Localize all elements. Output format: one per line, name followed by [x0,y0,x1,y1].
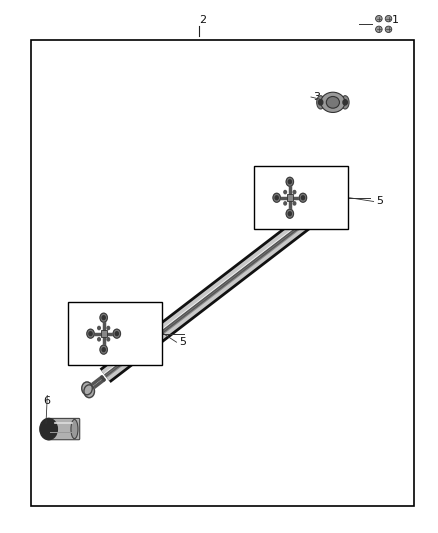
Bar [31,40,414,506]
Ellipse shape [375,26,382,33]
Circle shape [40,418,57,440]
Circle shape [115,332,118,336]
Circle shape [98,338,100,341]
Circle shape [286,209,293,218]
Circle shape [102,348,105,352]
Text: 6: 6 [43,396,50,406]
Bar [68,302,162,365]
Circle shape [107,338,110,341]
Ellipse shape [341,95,349,109]
Ellipse shape [317,95,325,109]
Circle shape [107,326,110,329]
Circle shape [87,329,94,338]
Text: 5: 5 [376,197,383,206]
Bar [101,330,106,337]
Circle shape [284,190,286,193]
Circle shape [273,193,280,202]
Text: 1: 1 [392,15,399,25]
Circle shape [275,196,278,200]
Circle shape [113,329,120,338]
Circle shape [100,345,107,354]
Circle shape [89,332,92,336]
Ellipse shape [71,419,78,439]
Circle shape [284,202,286,205]
Circle shape [286,177,293,186]
Ellipse shape [326,96,339,108]
Circle shape [82,382,92,395]
Bar [254,166,348,229]
Text: 5: 5 [179,337,186,347]
Text: 4: 4 [145,325,151,334]
Ellipse shape [385,26,392,33]
FancyBboxPatch shape [47,418,80,440]
Ellipse shape [375,15,382,22]
Circle shape [319,201,330,214]
Circle shape [301,196,304,200]
Circle shape [317,198,328,211]
Ellipse shape [385,15,392,22]
Circle shape [100,313,107,322]
Bar [287,194,293,201]
Circle shape [299,193,307,202]
Circle shape [98,326,100,329]
Text: 4: 4 [331,183,337,192]
Circle shape [293,202,296,205]
Text: 2: 2 [199,15,206,25]
Circle shape [293,190,296,193]
Circle shape [84,385,95,398]
Ellipse shape [321,92,345,112]
Circle shape [318,100,323,105]
Circle shape [288,212,291,216]
Text: 3: 3 [313,92,320,102]
Circle shape [288,180,291,184]
Circle shape [343,100,347,105]
Circle shape [102,316,105,320]
